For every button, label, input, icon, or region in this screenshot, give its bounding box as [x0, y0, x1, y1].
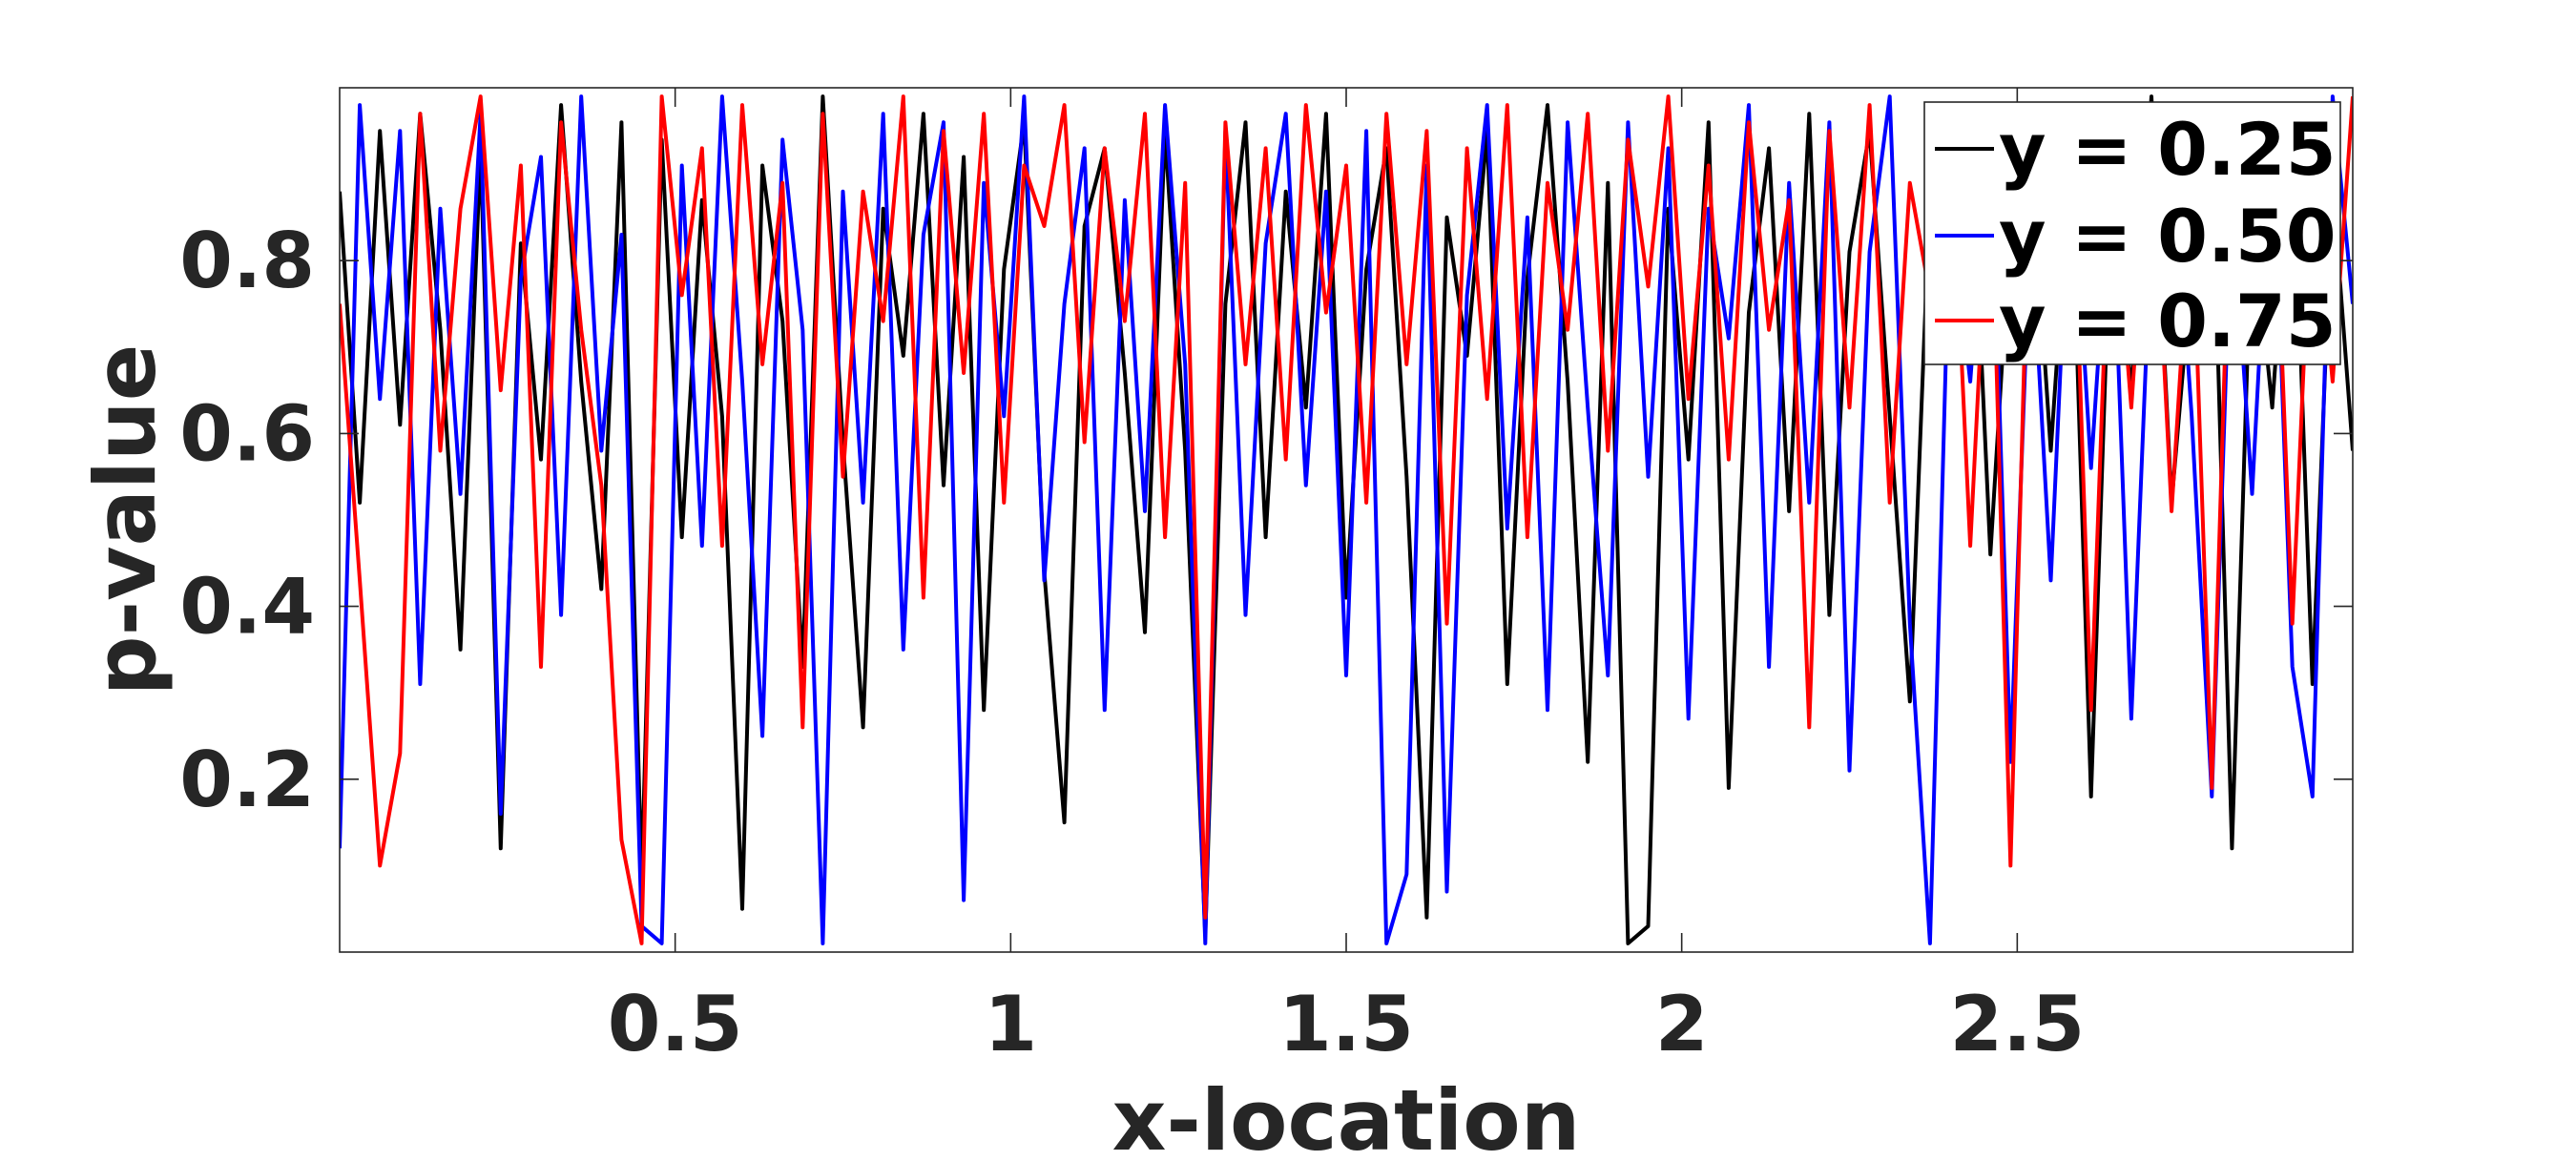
x-tick-label: 2 [1655, 980, 1709, 1068]
x-tick-label: 1 [984, 980, 1037, 1068]
legend-label-y075: y = 0.75 [1999, 279, 2337, 363]
x-tick-label: 1.5 [1278, 980, 1414, 1068]
x-tick-label: 0.5 [608, 980, 743, 1068]
legend-label-y025: y = 0.25 [1999, 107, 2337, 192]
y-tick-label: 0.6 [179, 389, 315, 478]
legend: y = 0.25 y = 0.50 y = 0.75 [1923, 101, 2341, 365]
series-line-075 [340, 94, 2353, 945]
legend-label-y050: y = 0.50 [1999, 194, 2337, 279]
y-axis-title: p-value [76, 344, 175, 696]
y-tick-label: 0.2 [179, 736, 315, 824]
tick-labels-layer: 0.5 1 1.5 2 2.5 0.2 0.4 0.6 0.8 [179, 217, 2085, 1068]
y-tick-label: 0.8 [179, 217, 315, 305]
x-axis-title: x-location [1112, 1071, 1581, 1161]
ticks-layer [340, 88, 2353, 952]
y-tick-label: 0.4 [179, 563, 315, 652]
x-tick-label: 2.5 [1949, 980, 2085, 1068]
